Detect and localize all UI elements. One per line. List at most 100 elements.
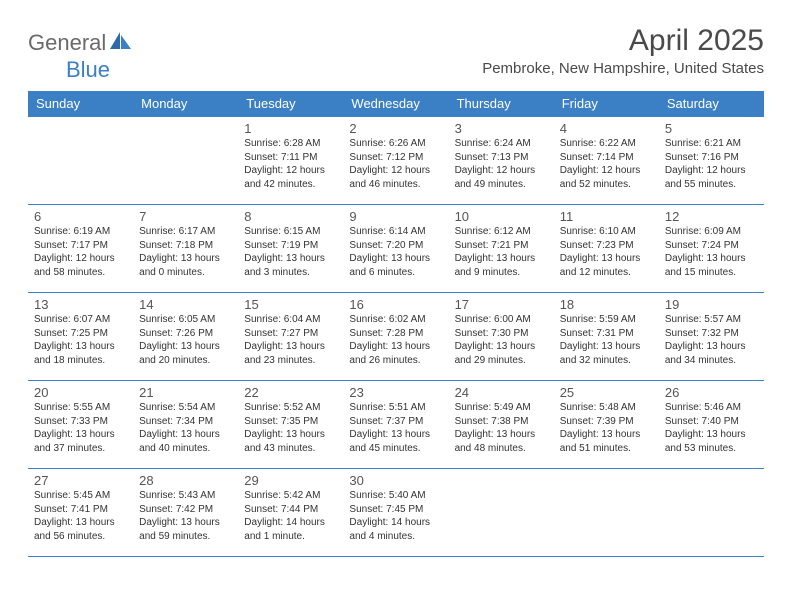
calendar-day-cell: 5Sunrise: 6:21 AMSunset: 7:16 PMDaylight… [659, 117, 764, 205]
day-info: Sunrise: 5:42 AMSunset: 7:44 PMDaylight:… [244, 489, 337, 543]
calendar-day-cell: 7Sunrise: 6:17 AMSunset: 7:18 PMDaylight… [133, 205, 238, 293]
day-header: Saturday [659, 91, 764, 117]
day-info: Sunrise: 6:19 AMSunset: 7:17 PMDaylight:… [34, 225, 127, 279]
day-number: 28 [139, 473, 232, 488]
calendar-day-cell: 22Sunrise: 5:52 AMSunset: 7:35 PMDayligh… [238, 381, 343, 469]
day-header: Monday [133, 91, 238, 117]
day-info: Sunrise: 6:02 AMSunset: 7:28 PMDaylight:… [349, 313, 442, 367]
calendar-week-row: 27Sunrise: 5:45 AMSunset: 7:41 PMDayligh… [28, 469, 764, 557]
day-number: 7 [139, 209, 232, 224]
day-info: Sunrise: 5:59 AMSunset: 7:31 PMDaylight:… [560, 313, 653, 367]
calendar-day-cell: 12Sunrise: 6:09 AMSunset: 7:24 PMDayligh… [659, 205, 764, 293]
page-subtitle: Pembroke, New Hampshire, United States [482, 60, 764, 77]
calendar-day-cell: 3Sunrise: 6:24 AMSunset: 7:13 PMDaylight… [449, 117, 554, 205]
day-number: 25 [560, 385, 653, 400]
calendar-day-cell: 6Sunrise: 6:19 AMSunset: 7:17 PMDaylight… [28, 205, 133, 293]
day-number: 19 [665, 297, 758, 312]
calendar-day-cell: 17Sunrise: 6:00 AMSunset: 7:30 PMDayligh… [449, 293, 554, 381]
calendar-empty-cell [659, 469, 764, 557]
calendar-day-cell: 10Sunrise: 6:12 AMSunset: 7:21 PMDayligh… [449, 205, 554, 293]
day-info: Sunrise: 5:54 AMSunset: 7:34 PMDaylight:… [139, 401, 232, 455]
day-header: Wednesday [343, 91, 448, 117]
day-number: 17 [455, 297, 548, 312]
header: General April 2025 Pembroke, New Hampshi… [28, 24, 764, 77]
calendar-day-cell: 8Sunrise: 6:15 AMSunset: 7:19 PMDaylight… [238, 205, 343, 293]
day-info: Sunrise: 6:24 AMSunset: 7:13 PMDaylight:… [455, 137, 548, 191]
calendar-day-cell: 1Sunrise: 6:28 AMSunset: 7:11 PMDaylight… [238, 117, 343, 205]
day-info: Sunrise: 6:04 AMSunset: 7:27 PMDaylight:… [244, 313, 337, 367]
day-info: Sunrise: 6:14 AMSunset: 7:20 PMDaylight:… [349, 225, 442, 279]
day-info: Sunrise: 6:15 AMSunset: 7:19 PMDaylight:… [244, 225, 337, 279]
calendar-empty-cell [554, 469, 659, 557]
calendar-day-cell: 26Sunrise: 5:46 AMSunset: 7:40 PMDayligh… [659, 381, 764, 469]
day-info: Sunrise: 5:40 AMSunset: 7:45 PMDaylight:… [349, 489, 442, 543]
day-number: 21 [139, 385, 232, 400]
day-info: Sunrise: 5:55 AMSunset: 7:33 PMDaylight:… [34, 401, 127, 455]
day-number: 12 [665, 209, 758, 224]
calendar-day-cell: 2Sunrise: 6:26 AMSunset: 7:12 PMDaylight… [343, 117, 448, 205]
day-number: 10 [455, 209, 548, 224]
calendar-day-cell: 16Sunrise: 6:02 AMSunset: 7:28 PMDayligh… [343, 293, 448, 381]
day-number: 2 [349, 121, 442, 136]
calendar-day-cell: 23Sunrise: 5:51 AMSunset: 7:37 PMDayligh… [343, 381, 448, 469]
day-info: Sunrise: 6:10 AMSunset: 7:23 PMDaylight:… [560, 225, 653, 279]
calendar-day-cell: 24Sunrise: 5:49 AMSunset: 7:38 PMDayligh… [449, 381, 554, 469]
day-info: Sunrise: 5:48 AMSunset: 7:39 PMDaylight:… [560, 401, 653, 455]
day-info: Sunrise: 5:45 AMSunset: 7:41 PMDaylight:… [34, 489, 127, 543]
calendar-day-cell: 20Sunrise: 5:55 AMSunset: 7:33 PMDayligh… [28, 381, 133, 469]
day-number: 18 [560, 297, 653, 312]
day-number: 16 [349, 297, 442, 312]
day-header: Tuesday [238, 91, 343, 117]
logo-text-blue: Blue [66, 57, 110, 82]
day-number: 1 [244, 121, 337, 136]
day-info: Sunrise: 6:07 AMSunset: 7:25 PMDaylight:… [34, 313, 127, 367]
logo-sail-icon [110, 32, 132, 55]
day-info: Sunrise: 5:43 AMSunset: 7:42 PMDaylight:… [139, 489, 232, 543]
logo-text-general: General [28, 30, 106, 56]
calendar-header-row: SundayMondayTuesdayWednesdayThursdayFrid… [28, 91, 764, 117]
calendar-day-cell: 30Sunrise: 5:40 AMSunset: 7:45 PMDayligh… [343, 469, 448, 557]
day-number: 26 [665, 385, 758, 400]
calendar-day-cell: 13Sunrise: 6:07 AMSunset: 7:25 PMDayligh… [28, 293, 133, 381]
day-number: 20 [34, 385, 127, 400]
day-info: Sunrise: 5:57 AMSunset: 7:32 PMDaylight:… [665, 313, 758, 367]
calendar-day-cell: 18Sunrise: 5:59 AMSunset: 7:31 PMDayligh… [554, 293, 659, 381]
day-info: Sunrise: 6:17 AMSunset: 7:18 PMDaylight:… [139, 225, 232, 279]
calendar-day-cell: 19Sunrise: 5:57 AMSunset: 7:32 PMDayligh… [659, 293, 764, 381]
day-info: Sunrise: 5:52 AMSunset: 7:35 PMDaylight:… [244, 401, 337, 455]
day-header: Friday [554, 91, 659, 117]
day-number: 13 [34, 297, 127, 312]
calendar-day-cell: 9Sunrise: 6:14 AMSunset: 7:20 PMDaylight… [343, 205, 448, 293]
calendar-week-row: 6Sunrise: 6:19 AMSunset: 7:17 PMDaylight… [28, 205, 764, 293]
logo: General [28, 24, 134, 56]
day-info: Sunrise: 6:00 AMSunset: 7:30 PMDaylight:… [455, 313, 548, 367]
day-info: Sunrise: 6:21 AMSunset: 7:16 PMDaylight:… [665, 137, 758, 191]
calendar-week-row: 13Sunrise: 6:07 AMSunset: 7:25 PMDayligh… [28, 293, 764, 381]
day-info: Sunrise: 6:05 AMSunset: 7:26 PMDaylight:… [139, 313, 232, 367]
calendar-day-cell: 25Sunrise: 5:48 AMSunset: 7:39 PMDayligh… [554, 381, 659, 469]
calendar-empty-cell [133, 117, 238, 205]
day-number: 8 [244, 209, 337, 224]
day-number: 15 [244, 297, 337, 312]
day-number: 3 [455, 121, 548, 136]
calendar-week-row: 20Sunrise: 5:55 AMSunset: 7:33 PMDayligh… [28, 381, 764, 469]
day-number: 30 [349, 473, 442, 488]
day-number: 5 [665, 121, 758, 136]
calendar-day-cell: 11Sunrise: 6:10 AMSunset: 7:23 PMDayligh… [554, 205, 659, 293]
day-number: 9 [349, 209, 442, 224]
calendar-empty-cell [449, 469, 554, 557]
calendar-week-row: 1Sunrise: 6:28 AMSunset: 7:11 PMDaylight… [28, 117, 764, 205]
day-info: Sunrise: 5:49 AMSunset: 7:38 PMDaylight:… [455, 401, 548, 455]
title-block: April 2025 Pembroke, New Hampshire, Unit… [482, 24, 764, 77]
day-number: 6 [34, 209, 127, 224]
calendar-day-cell: 29Sunrise: 5:42 AMSunset: 7:44 PMDayligh… [238, 469, 343, 557]
day-header: Sunday [28, 91, 133, 117]
day-info: Sunrise: 6:28 AMSunset: 7:11 PMDaylight:… [244, 137, 337, 191]
day-number: 29 [244, 473, 337, 488]
calendar-day-cell: 27Sunrise: 5:45 AMSunset: 7:41 PMDayligh… [28, 469, 133, 557]
page-title: April 2025 [482, 24, 764, 58]
day-number: 24 [455, 385, 548, 400]
day-info: Sunrise: 6:12 AMSunset: 7:21 PMDaylight:… [455, 225, 548, 279]
day-info: Sunrise: 6:26 AMSunset: 7:12 PMDaylight:… [349, 137, 442, 191]
day-number: 22 [244, 385, 337, 400]
